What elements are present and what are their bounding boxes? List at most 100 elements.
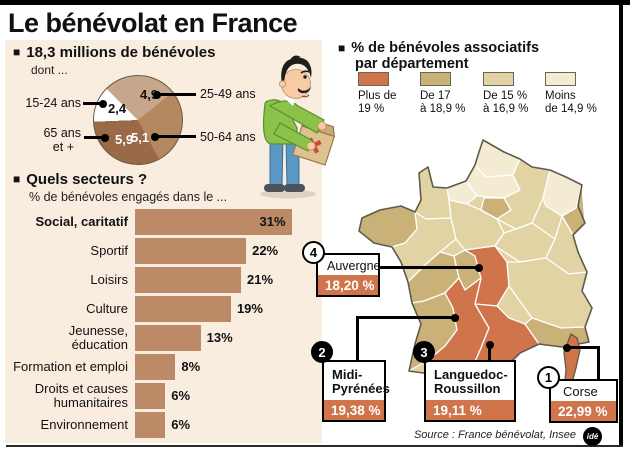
pie-line-25-49 xyxy=(158,93,196,96)
legend-swatch-17-18-9 xyxy=(420,72,451,86)
bar-label: Culture xyxy=(86,300,128,316)
bar-value: 8% xyxy=(181,359,201,374)
rank-badge-1: 1 xyxy=(537,366,560,389)
volunteers-heading: ■ 18,3 millions de bénévoles xyxy=(13,44,216,61)
bar xyxy=(135,411,166,438)
bar-row: Culture 19% xyxy=(10,295,315,322)
bar-row: Social, caritatif 31% xyxy=(10,208,315,235)
bottom-frame-border xyxy=(6,445,623,447)
bar-value: 19% xyxy=(236,301,263,316)
page-title: Le bénévolat en France xyxy=(8,8,298,38)
sectors-subheading: % de bénévoles engagés dans le ... xyxy=(29,190,228,204)
bar-label: Environnement xyxy=(40,416,128,432)
right-frame-border xyxy=(619,0,623,447)
age-label-50-64: 50-64 ans xyxy=(200,130,256,144)
legend-swatch-plus-19 xyxy=(358,72,389,86)
bar-label: Jeunesse, éducation xyxy=(68,323,128,352)
callout-languedoc-roussillon: Languedoc- Roussillon 19,11 % xyxy=(424,360,516,422)
sectors-heading: ■ Quels secteurs ? xyxy=(13,171,148,188)
callout-midi-pyrenees: Midi- Pyrénées 19,38 % xyxy=(322,360,390,422)
pie-dot-15-24 xyxy=(99,100,107,108)
bar-row: Droits et causes humanitaires 6% xyxy=(10,382,315,409)
rank-badge-3: 3 xyxy=(413,341,435,363)
bar xyxy=(135,382,166,409)
callout-corse: Corse 22,99 % xyxy=(549,379,618,423)
bar-label: Droits et causes humanitaires xyxy=(34,381,128,410)
age-label-15-24: 15-24 ans xyxy=(25,96,81,110)
pie-value-25-49: 4,9 xyxy=(140,87,159,102)
pie-line-65-plus xyxy=(84,136,103,139)
legend-label: Moins de 14,9 % xyxy=(545,90,597,115)
section-bullet-icon: ■ xyxy=(13,172,21,186)
volunteers-subheading: dont ... xyxy=(31,63,68,77)
callout-connector-line xyxy=(567,346,600,349)
callout-value: 22,99 % xyxy=(551,401,616,421)
pie-line-15-24 xyxy=(83,102,101,105)
ide-logo: idé xyxy=(583,427,602,446)
age-label-65-line2: et + xyxy=(52,140,74,154)
volunteer-illustration xyxy=(260,55,336,199)
bar-row: Sportif 22% xyxy=(10,237,315,264)
callout-auvergne: Auvergne 18,20 % xyxy=(316,253,381,297)
bar-value: 21% xyxy=(247,272,274,287)
legend-item: Plus de 19 % xyxy=(358,72,416,116)
legend-item: De 17 à 18,9 % xyxy=(420,72,478,116)
callout-name: Auvergne xyxy=(327,258,381,273)
callout-name: Midi- Pyrénées xyxy=(332,366,390,396)
bar: 31% xyxy=(135,208,292,235)
bar xyxy=(135,295,231,322)
bar-value: 6% xyxy=(171,388,191,403)
callout-connector-line xyxy=(356,316,459,319)
bar-row: Jeunesse, éducation 13% xyxy=(10,324,315,351)
bar xyxy=(135,237,247,264)
callout-name: Languedoc- Roussillon xyxy=(434,366,508,396)
legend-label: De 17 à 18,9 % xyxy=(420,90,466,115)
legend-label: Plus de 19 % xyxy=(358,90,397,115)
age-label-65-line1: 65 ans xyxy=(43,126,81,140)
bar-label: Social, caritatif xyxy=(35,213,128,229)
pie-value-15-24: 2,4 xyxy=(108,101,127,116)
arm xyxy=(273,122,314,152)
source-credit: Source : France bénévolat, Insee xyxy=(413,429,576,441)
legend-item: Moins de 14,9 % xyxy=(545,72,603,116)
pie-value-65-plus: 5,9 xyxy=(115,132,134,147)
pie-dot-65-plus xyxy=(101,134,109,142)
map-marker-dot-languedoc xyxy=(486,341,494,349)
bar xyxy=(135,324,201,351)
bar-label: Formation et emploi xyxy=(13,358,128,374)
rank-badge-4: 4 xyxy=(302,241,325,264)
callout-connector-line xyxy=(488,348,491,360)
pie-dot-50-64 xyxy=(151,133,159,141)
hand xyxy=(306,141,316,151)
bar-value: 31% xyxy=(259,214,286,229)
callout-value: 18,20 % xyxy=(318,275,378,295)
top-black-bar xyxy=(0,0,630,5)
bar-row: Loisirs 21% xyxy=(10,266,315,293)
bar-label: Sportif xyxy=(90,242,128,258)
bar-row: Formation et emploi 8% xyxy=(10,353,315,380)
pie-value-50-64: 5,1 xyxy=(131,130,150,145)
shoe xyxy=(284,184,305,192)
section-bullet-icon: ■ xyxy=(338,41,346,55)
pie-dot-25-49 xyxy=(153,91,161,99)
legend-item: De 15 % à 16,9 % xyxy=(483,72,541,116)
age-label-25-49: 25-49 ans xyxy=(200,87,256,101)
map-marker-dot-midi-pyrenees xyxy=(451,314,459,322)
rank-badge-2: 2 xyxy=(311,341,333,363)
map-marker-dot-corse xyxy=(563,344,571,352)
bar-value: 6% xyxy=(171,417,191,432)
france-map xyxy=(358,139,593,391)
bar xyxy=(135,353,176,380)
shoe xyxy=(264,184,285,192)
bar-value: 22% xyxy=(252,243,279,258)
map-heading: ■% de bénévoles associatifs par départem… xyxy=(338,40,540,72)
leg xyxy=(269,139,284,187)
pie-chart xyxy=(93,75,183,165)
callout-name: Corse xyxy=(563,383,598,399)
section-bullet-icon: ■ xyxy=(13,45,21,59)
legend-swatch-15-16-9 xyxy=(483,72,514,86)
pie-line-50-64 xyxy=(156,135,196,138)
callout-connector-line xyxy=(378,266,479,269)
bar-label: Loisirs xyxy=(90,271,128,287)
